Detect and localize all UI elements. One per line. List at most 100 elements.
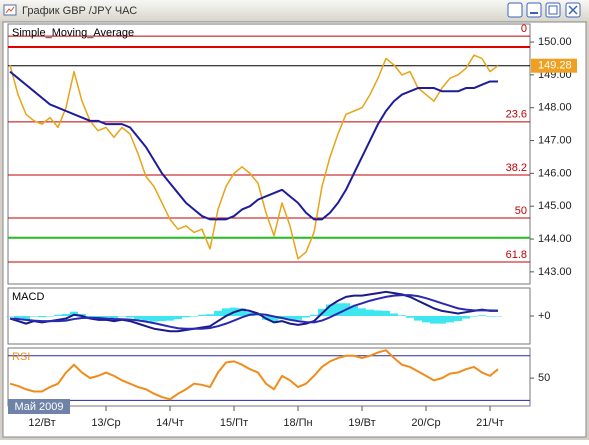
histogram-bar	[462, 316, 470, 319]
histogram-bar	[470, 316, 478, 317]
histogram-bar	[158, 316, 166, 322]
histogram-bar	[182, 316, 190, 318]
last-price-label: 149.28	[538, 60, 572, 72]
level-label: 38.2	[506, 162, 527, 174]
histogram-bar	[150, 316, 158, 322]
histogram-bar	[430, 316, 438, 324]
y-tick-label: 143.00	[538, 266, 572, 278]
histogram-bar	[78, 313, 86, 316]
panel-frame	[7, 347, 531, 407]
histogram-bar	[406, 316, 414, 318]
histogram-bar	[366, 309, 374, 316]
y-tick-label: 150.00	[538, 36, 572, 48]
window-buttons	[507, 2, 581, 18]
histogram-bar	[446, 316, 454, 323]
histogram-bar	[198, 314, 206, 316]
histogram-bar	[478, 315, 486, 316]
histogram-bar	[102, 316, 110, 318]
histogram-bar	[214, 310, 222, 316]
histogram-bar	[62, 313, 70, 316]
histogram-bar	[294, 316, 302, 320]
minimize-button[interactable]	[526, 2, 542, 18]
histogram-bar	[126, 316, 134, 318]
histogram-bar	[46, 316, 54, 317]
histogram-bar	[94, 316, 102, 318]
histogram-bar	[414, 316, 422, 321]
series-name: RSI	[12, 351, 30, 363]
y-tick-label: 147.00	[538, 134, 572, 146]
help-button[interactable]	[507, 2, 523, 18]
date-badge	[8, 399, 70, 414]
y-tick-label: 145.00	[538, 200, 572, 212]
histogram-bar	[222, 308, 230, 316]
histogram-bar	[494, 316, 502, 317]
window-icon-graph	[5, 6, 15, 14]
panel-frame	[7, 23, 531, 285]
level-label: 0	[521, 23, 527, 35]
histogram-bar	[486, 316, 494, 317]
histogram-bar	[422, 316, 430, 323]
histogram-bar	[358, 308, 366, 316]
histogram-bar	[38, 316, 46, 318]
maximize-button[interactable]	[545, 2, 561, 18]
histogram-bar	[438, 316, 446, 324]
histogram-bar	[398, 315, 406, 316]
histogram-bar	[454, 316, 462, 322]
charts: 143.00 144.00 145.00 146.00 147.00 148.00 149.…	[6, 23, 577, 429]
histogram-bar	[302, 316, 310, 318]
x-tick-label: 12/Вт	[28, 417, 55, 429]
y-tick-label: 146.00	[538, 167, 572, 179]
y-tick-label: 148.00	[538, 102, 572, 114]
histogram-bar	[206, 314, 214, 316]
window-title: График GBP /JPY ЧАС	[22, 5, 137, 17]
date-label: Май 2009	[14, 401, 63, 413]
histogram-bar	[86, 316, 94, 317]
histogram-bar	[238, 308, 246, 316]
histogram-bar	[54, 314, 62, 316]
close-glyph	[568, 5, 578, 15]
series-name: Simple_Moving_Average	[12, 27, 134, 39]
histogram-bar	[166, 316, 174, 321]
x-tick-label: 14/Чт	[156, 417, 184, 429]
series-line	[9, 349, 499, 401]
histogram-bar	[30, 316, 38, 317]
histogram-bar	[334, 303, 342, 316]
histogram-bar	[350, 305, 358, 316]
level-label: 50	[515, 205, 527, 217]
histogram-bar	[134, 316, 142, 320]
histogram-bar	[174, 316, 182, 320]
y-tick-label: +0	[538, 310, 551, 322]
histogram-bar	[382, 310, 390, 316]
series-line	[9, 294, 499, 330]
y-tick-label: 144.00	[538, 233, 572, 245]
x-tick-label: 18/Пн	[283, 417, 312, 429]
series-name: MACD	[12, 291, 44, 303]
histogram-bar	[270, 316, 278, 322]
histogram-bar	[326, 304, 334, 316]
y-tick-label: 50	[538, 372, 550, 384]
histogram-bar	[310, 314, 318, 316]
series-line	[9, 54, 499, 260]
histogram-bar	[118, 316, 126, 317]
maximize-glyph	[548, 5, 558, 15]
series-line	[9, 70, 498, 221]
last-price-box	[531, 58, 577, 73]
histogram-bar	[22, 316, 30, 320]
histogram-bar	[110, 316, 118, 319]
histogram-bar	[254, 315, 262, 316]
histogram-bar	[374, 310, 382, 316]
x-tick-label: 20/Ср	[411, 417, 440, 429]
title-bar	[0, 0, 589, 21]
x-tick-label: 13/Ср	[91, 417, 120, 429]
level-label: 23.6	[506, 109, 527, 121]
histogram-bar	[6, 316, 14, 317]
histogram-bar	[14, 316, 22, 319]
level-label: 61.8	[506, 249, 527, 261]
x-tick-label: 15/Пт	[220, 417, 248, 429]
x-tick-label: 21/Чт	[476, 417, 504, 429]
histogram-bar	[142, 316, 150, 321]
histogram-bar	[390, 313, 398, 316]
x-tick-label: 19/Вт	[348, 417, 375, 429]
histogram-bar	[190, 316, 198, 317]
